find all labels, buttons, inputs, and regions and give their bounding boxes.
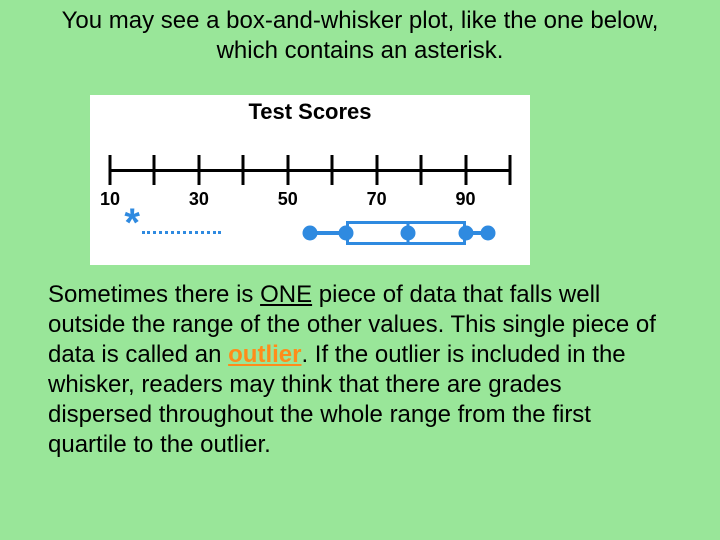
- axis-tick: [509, 155, 512, 185]
- intro-line-1: You may see a box-and-whisker plot, like…: [62, 7, 659, 34]
- axis-tick-label: 90: [456, 189, 476, 210]
- axis-tick-label: 70: [367, 189, 387, 210]
- keyword-outlier: outlier: [228, 341, 301, 368]
- axis-tick-label: 10: [100, 189, 120, 210]
- boxplot-point: [400, 226, 415, 241]
- axis-tick: [420, 155, 423, 185]
- intro-text: You may see a box-and-whisker plot, like…: [10, 6, 710, 66]
- boxplot-chart: Test Scores 1030507090 *: [90, 95, 530, 265]
- boxplot-point: [338, 226, 353, 241]
- axis-tick: [464, 155, 467, 185]
- axis-tick: [197, 155, 200, 185]
- boxplot-layer: *: [110, 215, 510, 255]
- axis-tick: [109, 155, 112, 185]
- outlier-asterisk-icon: *: [124, 203, 140, 243]
- chart-title: Test Scores: [90, 99, 530, 125]
- axis-tick: [242, 155, 245, 185]
- emphasis-one: ONE: [260, 281, 312, 308]
- intro-line-2: which contains an asterisk.: [217, 37, 504, 64]
- axis-tick: [153, 155, 156, 185]
- axis-tick: [375, 155, 378, 185]
- boxplot-point: [303, 226, 318, 241]
- chart-axis: 1030507090: [110, 151, 510, 191]
- axis-tick-label: 30: [189, 189, 209, 210]
- boxplot-point: [458, 226, 473, 241]
- axis-tick: [331, 155, 334, 185]
- axis-line: [110, 169, 510, 172]
- explanation-paragraph: Sometimes there is ONE piece of data tha…: [48, 280, 672, 460]
- boxplot-point: [480, 226, 495, 241]
- slide: You may see a box-and-whisker plot, like…: [0, 0, 720, 540]
- para-text: Sometimes there is: [48, 281, 260, 308]
- axis-tick-label: 50: [278, 189, 298, 210]
- outlier-dash: [142, 231, 221, 236]
- axis-tick: [286, 155, 289, 185]
